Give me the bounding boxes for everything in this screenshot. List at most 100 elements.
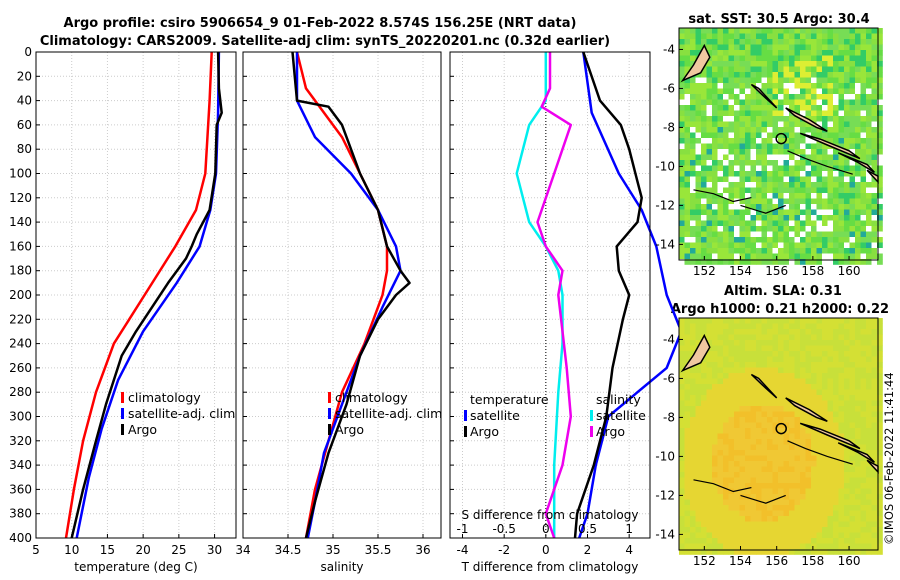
heatmap-cell — [712, 176, 718, 183]
heatmap-cell — [679, 488, 685, 495]
heatmap-cell — [712, 450, 718, 456]
heatmap-cell — [739, 532, 746, 539]
heatmap-cell — [877, 367, 883, 374]
heatmap-cell — [805, 367, 812, 374]
heatmap-cell — [679, 345, 685, 352]
heatmap-cell — [745, 466, 751, 473]
heatmap-cell — [723, 28, 729, 34]
island-shape — [750, 83, 778, 109]
heatmap-cell — [712, 253, 718, 260]
heatmap-cell — [877, 356, 883, 363]
heatmap-cell — [739, 510, 746, 517]
heatmap-cell — [701, 187, 707, 194]
heatmap-cell — [701, 367, 707, 374]
heatmap-cell — [767, 50, 773, 56]
heatmap-cell — [855, 50, 861, 56]
heatmap-cell — [745, 532, 751, 539]
heatmap-cell — [871, 182, 878, 188]
heatmap-cell — [712, 105, 718, 111]
heatmap-cell — [849, 345, 856, 352]
heatmap-cell — [778, 549, 784, 555]
heatmap-cell — [816, 160, 823, 166]
heatmap-cell — [701, 143, 707, 150]
heatmap-cell — [761, 318, 768, 324]
heatmap-cell — [756, 351, 762, 357]
heatmap-cell — [789, 215, 795, 221]
heatmap-cell — [756, 231, 762, 238]
heatmap-cell — [822, 505, 828, 511]
heatmap-cell — [838, 532, 845, 539]
heatmap-cell — [745, 488, 751, 495]
heatmap-cell — [877, 171, 883, 177]
heatmap-cell — [684, 439, 691, 445]
heatmap-cell — [767, 362, 773, 368]
heatmap-cell — [783, 389, 790, 396]
heatmap-cell — [706, 340, 713, 346]
heatmap-cell — [871, 99, 878, 106]
heatmap-cell — [701, 422, 707, 429]
heatmap-cell — [871, 466, 878, 473]
heatmap-cell — [794, 182, 801, 188]
heatmap-cell — [706, 220, 713, 227]
heatmap-cell — [827, 182, 834, 188]
heatmap-cell — [860, 209, 867, 216]
heatmap-cell — [728, 373, 735, 379]
heatmap-cell — [789, 165, 795, 172]
heatmap-cell — [756, 28, 762, 34]
heatmap-cell — [695, 466, 702, 473]
heatmap-cell — [734, 444, 740, 451]
heatmap-cell — [816, 61, 823, 67]
heatmap-cell — [877, 61, 883, 67]
heatmap-cell — [712, 231, 718, 238]
heatmap-cell — [822, 77, 828, 84]
heatmap-cell — [772, 127, 779, 133]
heatmap-cell — [712, 527, 718, 533]
heatmap-cell — [855, 318, 861, 324]
heatmap-cell — [767, 176, 773, 183]
heatmap-cell — [860, 165, 867, 172]
heatmap-cell — [745, 116, 751, 122]
heatmap-cell — [706, 466, 713, 473]
heatmap-cell — [701, 516, 707, 522]
heatmap-cell — [739, 378, 746, 385]
heatmap-cell — [739, 543, 746, 550]
heatmap-cell — [756, 400, 762, 407]
heatmap-cell — [844, 378, 850, 385]
heatmap-cell — [679, 215, 685, 221]
heatmap-cell — [871, 215, 878, 221]
x-tick-label: 25 — [171, 543, 186, 557]
heatmap-cell — [712, 171, 718, 177]
heatmap-cell — [789, 154, 795, 161]
heatmap-cell — [728, 417, 735, 423]
heatmap-cell — [717, 127, 724, 133]
heatmap-cell — [695, 488, 702, 495]
heatmap-cell — [728, 77, 735, 84]
y-tick-label: 100 — [9, 167, 32, 181]
heatmap-cell — [778, 50, 784, 56]
argo-position-marker — [775, 132, 787, 145]
heatmap-cell — [695, 72, 702, 78]
heatmap-cell — [723, 351, 729, 357]
heatmap-cell — [695, 110, 702, 117]
heatmap-cell — [827, 362, 834, 368]
heatmap-cell — [761, 132, 768, 139]
heatmap-cell — [783, 237, 790, 243]
heatmap-cell — [734, 400, 740, 407]
heatmap-cell — [739, 444, 746, 451]
heatmap-cell — [772, 439, 779, 445]
heatmap-cell — [838, 171, 845, 177]
heatmap-cell — [712, 99, 718, 106]
heatmap-cell — [860, 395, 867, 401]
heatmap-cell — [838, 116, 845, 122]
heatmap-cell — [739, 351, 746, 357]
x-tick-label: 36 — [415, 543, 430, 557]
heatmap-cell — [712, 428, 718, 434]
heatmap-cell — [750, 187, 757, 194]
heatmap-cell — [855, 521, 861, 528]
legend-swatch — [590, 426, 593, 437]
heatmap-cell — [855, 329, 861, 335]
heatmap-cell — [855, 422, 861, 429]
heatmap-cell — [860, 406, 867, 412]
heatmap-cell — [822, 510, 828, 517]
heatmap-cell — [816, 389, 823, 396]
